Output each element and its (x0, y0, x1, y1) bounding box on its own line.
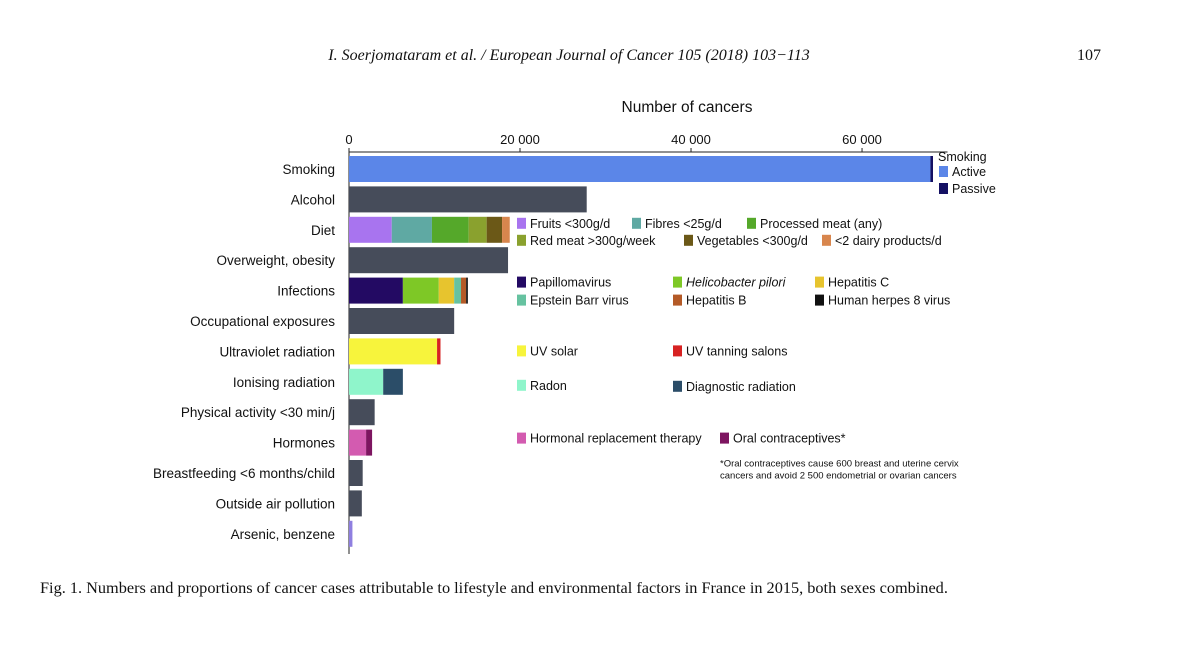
legend-label-human-herpes-8-virus: Human herpes 8 virus (828, 294, 950, 308)
category-label-occupational-exposures: Occupational exposures (190, 314, 335, 329)
legend-label-active: Active (952, 165, 986, 179)
legend-label-fruits-300g-d: Fruits <300g/d (530, 217, 610, 231)
category-label-ionising-radiation: Ionising radiation (233, 375, 335, 390)
legend-label-helicobacter-pilori: Helicobacter pilori (686, 276, 787, 290)
legend-label-epstein-barr-virus: Epstein Barr virus (530, 294, 629, 308)
page-number: 107 (1077, 47, 1101, 64)
legend-swatch-vegetables-300g-d-4 (684, 234, 693, 246)
legend-label-uv-solar: UV solar (530, 344, 578, 358)
bar-arsenic-benzene-0 (349, 520, 353, 547)
legend-swatch-epstein-barr-virus-3 (517, 294, 526, 306)
category-label-physical-activity-30-min-j: Physical activity <30 min/j (181, 405, 335, 420)
legend-label-processed-meat-any: Processed meat (any) (760, 217, 882, 231)
legend-label-red-meat-300g-week: Red meat >300g/week (530, 234, 656, 248)
footnote-line-0: *Oral contraceptives cause 600 breast an… (720, 459, 959, 470)
legend-swatch-diagnostic-radiation-1 (673, 380, 682, 392)
bar-diet-2-dairy-products-d-5 (502, 216, 510, 243)
legend-swatch-helicobacter-pilori-1 (673, 276, 682, 288)
x-tick-label-3: 60 000 (842, 132, 882, 147)
legend-label-papillomavirus: Papillomavirus (530, 276, 611, 290)
bar-diet-vegetables-300g-d-4 (486, 216, 503, 243)
footnote-line-1: cancers and avoid 2 500 endometrial or o… (720, 471, 957, 482)
legend-label-uv-tanning-salons: UV tanning salons (686, 344, 787, 358)
bar-diet-fibres-25g-d-1 (391, 216, 432, 243)
bar-occupational-exposures-0 (349, 308, 455, 334)
category-label-arsenic-benzene: Arsenic, benzene (231, 527, 335, 542)
bar-diet-processed-meat-any-2 (431, 216, 469, 243)
bar-ultraviolet-radiation-uv-tanning-salons-1 (437, 338, 441, 365)
bar-hormones-hormonal-replacement-therapy-0 (349, 429, 367, 456)
bar-infections-human-herpes-8-virus-5 (466, 277, 468, 304)
bar-infections-helicobacter-pilori-1 (402, 277, 439, 304)
legend-swatch-radon-0 (517, 379, 526, 391)
bar-outside-air-pollution-0 (349, 490, 362, 517)
category-label-ultraviolet-radiation: Ultraviolet radiation (219, 344, 335, 359)
legend-swatch-human-herpes-8-virus-5 (815, 294, 824, 306)
legend-label-hormonal-replacement-therapy: Hormonal replacement therapy (530, 432, 702, 446)
x-tick-label-1: 20 000 (500, 132, 540, 147)
category-label-overweight-obesity: Overweight, obesity (216, 253, 335, 268)
bar-physical-activity-30-min-j-0 (349, 399, 375, 426)
legend-swatch-processed-meat-any-2 (747, 217, 756, 229)
running-header: I. Soerjomataram et al. / European Journ… (0, 47, 1177, 71)
bar-infections-epstein-barr-virus-3 (454, 277, 462, 304)
legend-swatch-fibres-25g-d-1 (632, 217, 641, 229)
bar-ionising-radiation-diagnostic-radiation-1 (383, 368, 403, 395)
legend-swatch-hepatitis-b-4 (673, 294, 682, 306)
bar-smoking-active-0 (349, 156, 931, 182)
bar-infections-hepatitis-c-2 (438, 277, 455, 304)
legend-label-2-dairy-products-d: <2 dairy products/d (835, 234, 942, 248)
legend-swatch-active-0 (939, 166, 948, 177)
legend-label-fibres-25g-d: Fibres <25g/d (645, 217, 722, 231)
category-label-hormones: Hormones (273, 436, 336, 451)
bar-overweight-obesity-0 (349, 247, 509, 274)
bar-alcohol-0 (349, 186, 587, 213)
bar-diet-fruits-300g-d-0 (349, 216, 392, 243)
bar-ultraviolet-radiation-uv-solar-0 (349, 338, 438, 365)
category-label-breastfeeding-6-months-child: Breastfeeding <6 months/child (153, 466, 335, 481)
legend-swatch-red-meat-300g-week-3 (517, 234, 526, 246)
legend-label-passive: Passive (952, 182, 996, 196)
legend-label-hepatitis-c: Hepatitis C (828, 276, 889, 290)
category-label-diet: Diet (311, 223, 335, 238)
legend-label-vegetables-300g-d: Vegetables <300g/d (697, 234, 808, 248)
bar-chart: Number of cancers 0 20 000 40 000 60 000 Smok… (153, 99, 996, 554)
bar-diet-red-meat-300g-week-3 (468, 216, 487, 243)
x-tick-label-0: 0 (345, 132, 352, 147)
category-label-outside-air-pollution: Outside air pollution (216, 496, 335, 511)
legend-swatch-uv-solar-0 (517, 345, 526, 357)
chart-title: Number of cancers (622, 99, 753, 116)
bar-ionising-radiation-radon-0 (349, 368, 384, 395)
legend-swatch-hormonal-replacement-therapy-0 (517, 432, 526, 444)
legend-swatch-hepatitis-c-2 (815, 276, 824, 288)
bar-smoking-passive-1 (930, 156, 933, 182)
bar-hormones-oral-contraceptives-1 (366, 429, 373, 456)
bar-infections-hepatitis-b-4 (461, 277, 467, 304)
legend-label-radon: Radon (530, 379, 567, 393)
legend-swatch-uv-tanning-salons-1 (673, 345, 682, 357)
category-label-infections: Infections (277, 284, 335, 299)
legend-swatch-fruits-300g-d-0 (517, 217, 526, 229)
legend-title-smoking: Smoking (938, 150, 987, 164)
legend-swatch-papillomavirus-0 (517, 276, 526, 288)
legend-swatch-2-dairy-products-d-5 (822, 234, 831, 246)
legend-swatch-passive-1 (939, 183, 948, 194)
category-label-smoking: Smoking (282, 162, 335, 177)
bar-infections-papillomavirus-0 (349, 277, 403, 304)
bar-breastfeeding-6-months-child-0 (349, 460, 363, 486)
x-tick-label-2: 40 000 (671, 132, 711, 147)
legend-swatch-oral-contraceptives-1 (720, 432, 729, 444)
category-label-alcohol: Alcohol (291, 192, 335, 207)
figure-caption: Fig. 1. Numbers and proportions of cance… (40, 578, 948, 597)
journal-citation: I. Soerjomataram et al. / European Journ… (328, 47, 810, 64)
legend-label-hepatitis-b: Hepatitis B (686, 294, 746, 308)
legend-label-diagnostic-radiation: Diagnostic radiation (686, 380, 796, 394)
legend-label-oral-contraceptives: Oral contraceptives* (733, 432, 846, 446)
